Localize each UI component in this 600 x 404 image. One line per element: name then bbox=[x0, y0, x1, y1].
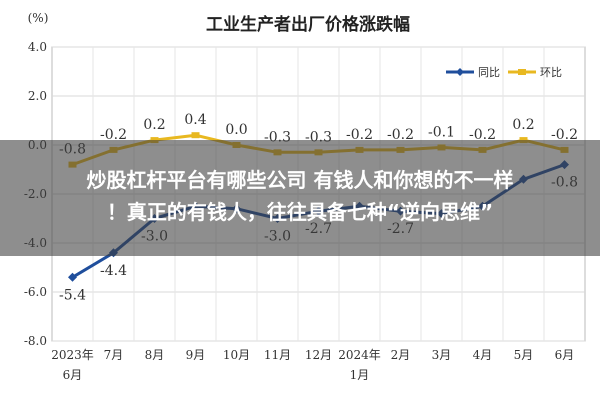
data-label: 0.2 bbox=[143, 117, 165, 133]
chart-title: 工业生产者出厂价格涨跌幅 bbox=[206, 14, 410, 35]
data-point bbox=[68, 272, 77, 282]
x-tick-label-line2: 1月 bbox=[350, 368, 370, 382]
data-label: 0.2 bbox=[512, 117, 534, 133]
x-tick-label: 4月 bbox=[473, 348, 493, 362]
y-tick-label: -6.0 bbox=[24, 285, 47, 299]
x-tick-label: 7月 bbox=[104, 348, 124, 362]
legend-item: 环比 bbox=[508, 66, 562, 79]
x-tick-label: 5月 bbox=[514, 348, 534, 362]
legend-marker bbox=[456, 68, 464, 76]
data-label: -5.4 bbox=[59, 287, 86, 303]
x-tick-label: 8月 bbox=[145, 348, 165, 362]
x-tick-label: 12月 bbox=[305, 348, 332, 362]
data-label: 0.0 bbox=[225, 122, 247, 138]
overlay-banner[interactable]: 炒股杠杆平台有哪些公司 有钱人和你想的不一样 ！真正的有钱人，往往具备七种“逆向… bbox=[0, 140, 600, 256]
data-label: -0.2 bbox=[469, 127, 496, 143]
y-unit-label: (%) bbox=[28, 11, 49, 25]
y-tick-label: -8.0 bbox=[24, 334, 47, 348]
x-tick-label: 6月 bbox=[555, 348, 575, 362]
x-tick-label: 2023年 bbox=[51, 348, 94, 362]
x-tick-label: 2月 bbox=[391, 348, 411, 362]
data-label: 0.4 bbox=[184, 112, 206, 128]
data-label: -4.4 bbox=[100, 263, 127, 279]
y-tick-label: 2.0 bbox=[28, 89, 47, 103]
data-label: -0.2 bbox=[346, 127, 373, 143]
x-tick-label-line2: 6月 bbox=[63, 368, 83, 382]
legend-item: 同比 bbox=[446, 66, 500, 79]
grid bbox=[51, 46, 586, 342]
data-label: -0.2 bbox=[387, 127, 414, 143]
legend: 同比 环比 bbox=[446, 66, 562, 79]
legend-label: 环比 bbox=[540, 66, 562, 79]
x-tick-label: 10月 bbox=[223, 348, 250, 362]
banner-line-1: 炒股杠杆平台有哪些公司 有钱人和你想的不一样 bbox=[86, 168, 514, 192]
data-label: -0.2 bbox=[551, 127, 578, 143]
data-label: -0.1 bbox=[428, 124, 455, 140]
x-tick-label: 3月 bbox=[432, 348, 452, 362]
legend-marker bbox=[518, 69, 526, 75]
y-tick-label: 4.0 bbox=[28, 40, 47, 54]
data-point bbox=[191, 132, 200, 139]
x-tick-label: 11月 bbox=[264, 348, 291, 362]
banner-line-2: ！真正的有钱人，往往具备七种“逆向思维” bbox=[106, 200, 494, 224]
x-tick-label: 2024年 bbox=[338, 348, 381, 362]
x-tick-label: 9月 bbox=[186, 348, 206, 362]
legend-label: 同比 bbox=[478, 66, 500, 79]
data-label: -0.2 bbox=[100, 127, 127, 143]
